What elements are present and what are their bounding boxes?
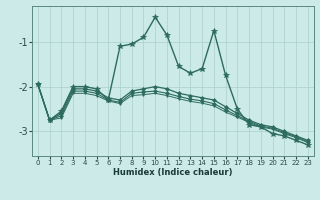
X-axis label: Humidex (Indice chaleur): Humidex (Indice chaleur)	[113, 168, 233, 177]
